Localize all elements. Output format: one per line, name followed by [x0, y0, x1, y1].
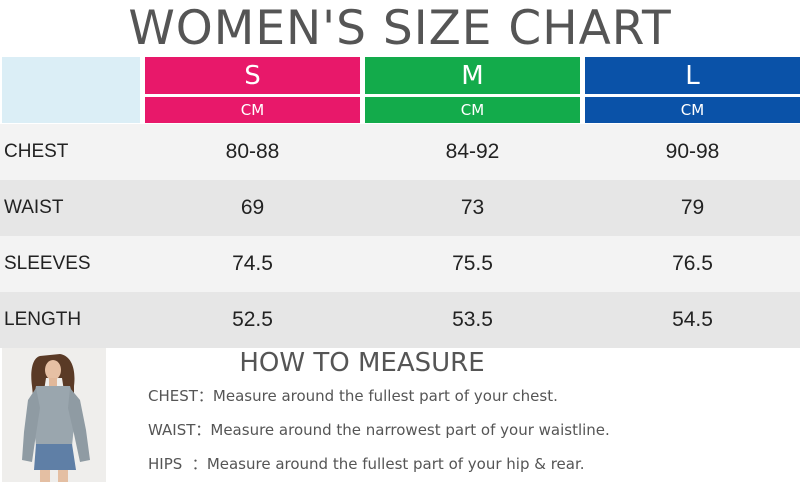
size-header-m: M [365, 57, 580, 94]
table-cell: 84-92 [445, 140, 500, 163]
measure-item-hips: HIPS ：Measure around the fullest part of… [148, 453, 585, 475]
measure-key: WAIST： [148, 421, 211, 439]
table-row-waist: WAIST 69 73 79 [0, 180, 800, 236]
table-cell: 90-98 [665, 140, 720, 163]
model-illustration [2, 348, 106, 482]
model-photo [2, 348, 106, 482]
table-cell: 53.5 [452, 308, 493, 331]
unit-header-s: CM [145, 97, 360, 123]
unit-header-m: CM [365, 97, 580, 123]
table-cell: 75.5 [452, 252, 493, 275]
row-label: WAIST [4, 197, 64, 218]
measure-text: Measure around the narrowest part of you… [210, 421, 610, 439]
table-cell: 73 [460, 196, 485, 219]
table-row-chest: CHEST 80-88 84-92 90-98 [0, 124, 800, 180]
measure-text: Measure around the fullest part of your … [212, 387, 558, 405]
row-label: LENGTH [4, 309, 82, 330]
row-label: SLEEVES [4, 253, 91, 274]
page-title: WOMEN'S SIZE CHART [128, 1, 672, 56]
measure-item-chest: CHEST：Measure around the fullest part of… [148, 385, 558, 407]
how-to-measure-title: HOW TO MEASURE [239, 348, 485, 378]
table-cell: 76.5 [672, 252, 713, 275]
table-cell: 69 [240, 196, 265, 219]
table-cell: 74.5 [232, 252, 273, 275]
unit-header-l: CM [585, 97, 800, 123]
table-cell: 80-88 [225, 140, 280, 163]
measure-key: CHEST： [148, 387, 213, 405]
measure-key: HIPS ： [148, 455, 207, 473]
size-header-s: S [145, 57, 360, 94]
size-header-l: L [585, 57, 800, 94]
table-row-length: LENGTH 52.5 53.5 54.5 [0, 292, 800, 348]
table-cell: 52.5 [232, 308, 273, 331]
table-cell: 54.5 [672, 308, 713, 331]
header-corner [2, 57, 140, 123]
measure-text: Measure around the fullest part of your … [206, 455, 585, 473]
table-cell: 79 [680, 196, 705, 219]
table-row-sleeves: SLEEVES 74.5 75.5 76.5 [0, 236, 800, 292]
measure-item-waist: WAIST：Measure around the narrowest part … [148, 419, 610, 441]
row-label: CHEST [4, 141, 69, 162]
